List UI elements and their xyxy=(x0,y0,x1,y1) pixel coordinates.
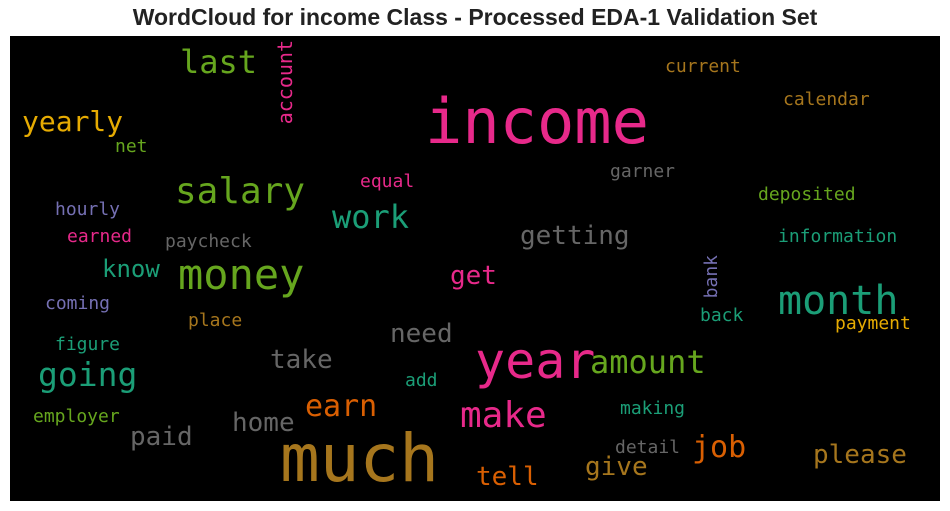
word-get: get xyxy=(450,263,497,289)
word-current: current xyxy=(665,58,741,76)
word-paycheck: paycheck xyxy=(165,233,252,251)
word-deposited: deposited xyxy=(758,186,856,204)
word-earn: earn xyxy=(305,392,377,422)
word-work: work xyxy=(332,201,409,233)
wordcloud-panel: income much year money month salary make going a… xyxy=(10,36,940,501)
word-bank: bank xyxy=(703,255,721,298)
word-home: home xyxy=(232,410,295,436)
word-add: add xyxy=(405,372,438,390)
word-place: place xyxy=(188,312,242,330)
word-detail: detail xyxy=(615,439,680,457)
word-payment: payment xyxy=(835,315,911,333)
word-getting: getting xyxy=(520,223,630,249)
word-figure: figure xyxy=(55,336,120,354)
word-money: money xyxy=(178,254,304,296)
word-income: income xyxy=(425,91,649,153)
word-please: please xyxy=(813,442,907,468)
word-yearly: yearly xyxy=(22,108,123,136)
word-job: job xyxy=(692,433,746,463)
chart-title: WordCloud for income Class - Processed E… xyxy=(0,4,950,31)
word-making: making xyxy=(620,400,685,418)
word-account: account xyxy=(275,40,295,124)
word-garner: garner xyxy=(610,163,675,181)
word-make: make xyxy=(460,398,547,434)
word-tell: tell xyxy=(476,464,539,490)
word-know: know xyxy=(102,257,160,281)
word-need: need xyxy=(390,321,453,347)
word-net: net xyxy=(115,138,148,156)
word-back: back xyxy=(700,307,743,325)
word-going: going xyxy=(38,358,137,391)
word-year: year xyxy=(475,336,595,386)
word-calendar: calendar xyxy=(783,91,870,109)
word-salary: salary xyxy=(175,174,305,210)
word-information: information xyxy=(778,228,897,246)
word-coming: coming xyxy=(45,295,110,313)
word-earned: earned xyxy=(67,228,132,246)
word-amount: amount xyxy=(590,346,706,378)
word-much: much xyxy=(280,426,439,492)
word-equal: equal xyxy=(360,173,414,191)
word-employer: employer xyxy=(33,408,120,426)
word-take: take xyxy=(270,347,333,373)
word-paid: paid xyxy=(130,424,193,450)
word-last: last xyxy=(180,46,257,78)
word-hourly: hourly xyxy=(55,201,120,219)
